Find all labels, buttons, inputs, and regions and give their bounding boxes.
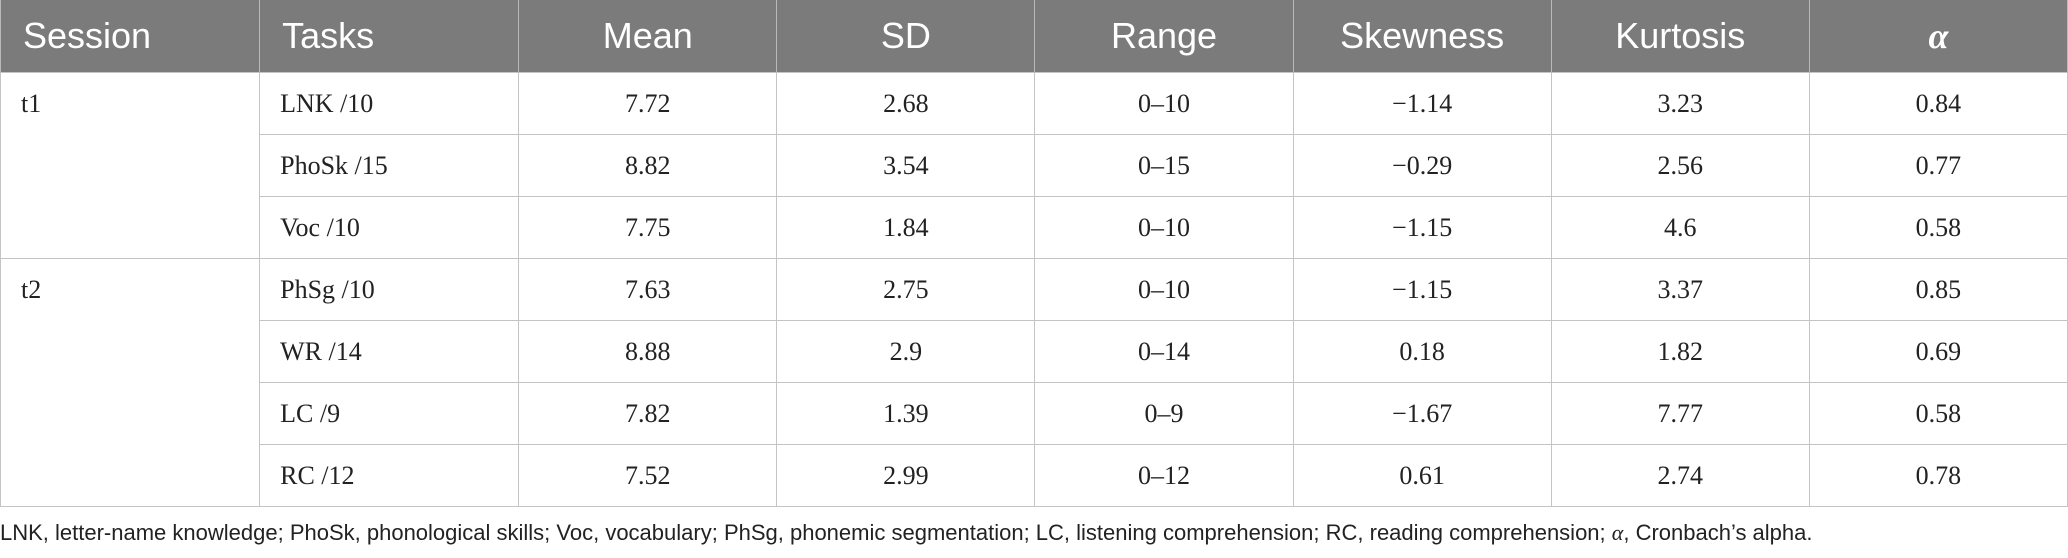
- skewness-cell: −0.29: [1292, 134, 1552, 197]
- sd-cell: 2.9: [776, 320, 1036, 383]
- header-row: Session Tasks Mean SD Range Skewness Kur…: [0, 0, 2068, 73]
- descriptive-statistics-table: Session Tasks Mean SD Range Skewness Kur…: [0, 0, 2068, 507]
- range-cell: 0–9: [1034, 382, 1294, 445]
- alpha-cell: 0.58: [1808, 382, 2068, 445]
- table-row: WR /14 8.88 2.9 0–14 0.18 1.82 0.69: [1, 320, 2068, 383]
- kurtosis-cell: 2.74: [1550, 444, 1810, 507]
- mean-cell: 7.63: [518, 258, 778, 321]
- alpha-cell: 0.69: [1808, 320, 2068, 383]
- header-skewness: Skewness: [1292, 0, 1552, 73]
- alpha-cell: 0.84: [1808, 72, 2068, 135]
- table-row: RC /12 7.52 2.99 0–12 0.61 2.74 0.78: [1, 444, 2068, 507]
- table-row: PhoSk /15 8.82 3.54 0–15 −0.29 2.56 0.77: [1, 134, 2068, 197]
- mean-cell: 7.72: [518, 72, 778, 135]
- task-cell: PhSg /10: [259, 258, 520, 321]
- range-cell: 0–15: [1034, 134, 1294, 197]
- skewness-cell: −1.67: [1292, 382, 1552, 445]
- mean-cell: 8.82: [518, 134, 778, 197]
- footnote-alpha-definition: , Cronbach’s alpha.: [1623, 520, 1813, 545]
- sd-cell: 1.39: [776, 382, 1036, 445]
- table-row: LC /9 7.82 1.39 0–9 −1.67 7.77 0.58: [1, 382, 2068, 445]
- table-row: t2 PhSg /10 7.63 2.75 0–10 −1.15 3.37 0.…: [0, 258, 2068, 507]
- skewness-cell: 0.61: [1292, 444, 1552, 507]
- kurtosis-cell: 2.56: [1550, 134, 1810, 197]
- task-cell: RC /12: [259, 444, 520, 507]
- table-footnote: LNK, letter-name knowledge; PhoSk, phono…: [0, 520, 1813, 546]
- skewness-cell: 0.18: [1292, 320, 1552, 383]
- footnote-alpha-symbol: α: [1611, 520, 1624, 545]
- sd-cell: 2.68: [776, 72, 1036, 135]
- alpha-cell: 0.78: [1808, 444, 2068, 507]
- range-cell: 0–12: [1034, 444, 1294, 507]
- task-cell: LNK /10: [259, 72, 520, 135]
- kurtosis-cell: 3.23: [1550, 72, 1810, 135]
- mean-cell: 7.75: [518, 196, 778, 259]
- kurtosis-cell: 4.6: [1550, 196, 1810, 259]
- header-tasks: Tasks: [259, 0, 520, 73]
- alpha-cell: 0.77: [1808, 134, 2068, 197]
- sd-cell: 2.99: [776, 444, 1036, 507]
- range-cell: 0–14: [1034, 320, 1294, 383]
- kurtosis-cell: 1.82: [1550, 320, 1810, 383]
- range-cell: 0–10: [1034, 72, 1294, 135]
- task-cell: Voc /10: [259, 196, 520, 259]
- sd-cell: 2.75: [776, 258, 1036, 321]
- footnote-abbreviations: LNK, letter-name knowledge; PhoSk, phono…: [0, 520, 1612, 545]
- range-cell: 0–10: [1034, 196, 1294, 259]
- table-body: t1 LNK /10 7.72 2.68 0–10 −1.14 3.23 0.8…: [0, 72, 2068, 507]
- header-alpha: α: [1808, 0, 2068, 73]
- range-cell: 0–10: [1034, 258, 1294, 321]
- mean-cell: 7.82: [518, 382, 778, 445]
- table-row: Voc /10 7.75 1.84 0–10 −1.15 4.6 0.58: [1, 196, 2068, 259]
- mean-cell: 7.52: [518, 444, 778, 507]
- skewness-cell: −1.15: [1292, 196, 1552, 259]
- sd-cell: 3.54: [776, 134, 1036, 197]
- header-mean: Mean: [518, 0, 778, 73]
- skewness-cell: −1.15: [1292, 258, 1552, 321]
- kurtosis-cell: 7.77: [1550, 382, 1810, 445]
- task-cell: LC /9: [259, 382, 520, 445]
- table-header: Session Tasks Mean SD Range Skewness Kur…: [0, 0, 2068, 73]
- header-range: Range: [1034, 0, 1294, 73]
- header-kurtosis: Kurtosis: [1550, 0, 1810, 73]
- skewness-cell: −1.14: [1292, 72, 1552, 135]
- task-cell: PhoSk /15: [259, 134, 520, 197]
- session-cell-t1: t1: [0, 72, 261, 259]
- alpha-cell: 0.85: [1808, 258, 2068, 321]
- header-session: Session: [0, 0, 261, 73]
- session-cell-t2: t2: [0, 258, 261, 507]
- header-sd: SD: [776, 0, 1036, 73]
- descriptive-statistics-table-container: Session Tasks Mean SD Range Skewness Kur…: [0, 0, 2068, 507]
- alpha-cell: 0.58: [1808, 196, 2068, 259]
- table-row: t1 LNK /10 7.72 2.68 0–10 −1.14 3.23 0.8…: [0, 72, 2068, 259]
- mean-cell: 8.88: [518, 320, 778, 383]
- kurtosis-cell: 3.37: [1550, 258, 1810, 321]
- task-cell: WR /14: [259, 320, 520, 383]
- sd-cell: 1.84: [776, 196, 1036, 259]
